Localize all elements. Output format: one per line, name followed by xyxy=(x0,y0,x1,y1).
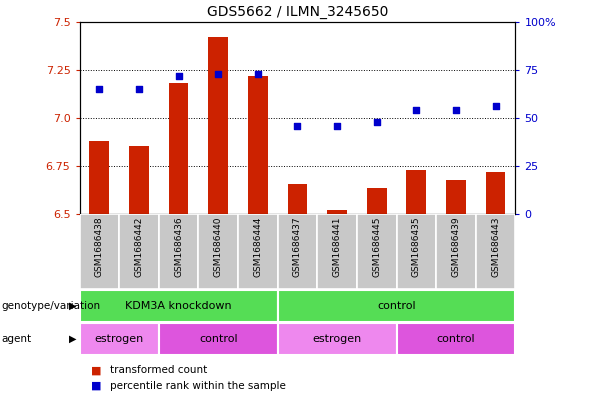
Bar xyxy=(238,214,277,289)
Point xyxy=(332,123,342,129)
Text: ■: ■ xyxy=(91,365,102,375)
Bar xyxy=(396,214,436,289)
Text: estrogen: estrogen xyxy=(94,334,144,344)
Bar xyxy=(80,323,159,355)
Text: GSM1686442: GSM1686442 xyxy=(134,217,144,277)
Text: genotype/variation: genotype/variation xyxy=(1,301,100,310)
Bar xyxy=(436,214,476,289)
Point xyxy=(491,103,500,110)
Text: control: control xyxy=(436,334,475,344)
Text: KDM3A knockdown: KDM3A knockdown xyxy=(125,301,232,310)
Text: GSM1686436: GSM1686436 xyxy=(174,217,183,277)
Bar xyxy=(357,214,396,289)
Bar xyxy=(406,170,426,214)
Text: ■: ■ xyxy=(91,381,102,391)
Bar xyxy=(486,172,505,214)
Text: control: control xyxy=(377,301,416,310)
Text: GSM1686441: GSM1686441 xyxy=(333,217,342,277)
Title: GDS5662 / ILMN_3245650: GDS5662 / ILMN_3245650 xyxy=(207,5,388,19)
Bar xyxy=(119,214,159,289)
Bar xyxy=(248,75,268,214)
Bar xyxy=(317,214,357,289)
Text: transformed count: transformed count xyxy=(110,365,207,375)
Bar xyxy=(287,184,307,214)
Text: GSM1686438: GSM1686438 xyxy=(95,217,104,277)
Text: ▶: ▶ xyxy=(69,301,77,310)
Bar xyxy=(80,214,119,289)
Point xyxy=(174,72,183,79)
Text: ▶: ▶ xyxy=(69,334,77,344)
Point xyxy=(253,70,263,77)
Bar xyxy=(80,290,277,321)
Bar xyxy=(129,146,149,214)
Text: GSM1686443: GSM1686443 xyxy=(491,217,500,277)
Bar xyxy=(168,83,188,214)
Text: estrogen: estrogen xyxy=(312,334,362,344)
Bar xyxy=(159,323,277,355)
Text: GSM1686440: GSM1686440 xyxy=(214,217,223,277)
Bar xyxy=(327,210,347,214)
Point xyxy=(412,107,421,113)
Text: GSM1686439: GSM1686439 xyxy=(451,217,461,277)
Bar xyxy=(90,141,109,214)
Bar xyxy=(396,323,515,355)
Text: GSM1686435: GSM1686435 xyxy=(412,217,421,277)
Text: GSM1686444: GSM1686444 xyxy=(253,217,262,277)
Bar xyxy=(198,214,238,289)
Bar xyxy=(277,214,317,289)
Text: control: control xyxy=(199,334,237,344)
Point xyxy=(451,107,461,113)
Point xyxy=(134,86,144,92)
Point xyxy=(372,119,382,125)
Bar xyxy=(476,214,515,289)
Point xyxy=(293,123,302,129)
Bar xyxy=(277,323,396,355)
Bar xyxy=(367,188,386,214)
Point xyxy=(213,70,223,77)
Text: percentile rank within the sample: percentile rank within the sample xyxy=(110,381,286,391)
Text: GSM1686445: GSM1686445 xyxy=(372,217,381,277)
Bar xyxy=(209,37,228,214)
Bar xyxy=(446,180,466,214)
Text: agent: agent xyxy=(1,334,31,344)
Text: GSM1686437: GSM1686437 xyxy=(293,217,302,277)
Bar xyxy=(277,290,515,321)
Bar xyxy=(159,214,198,289)
Point xyxy=(95,86,104,92)
